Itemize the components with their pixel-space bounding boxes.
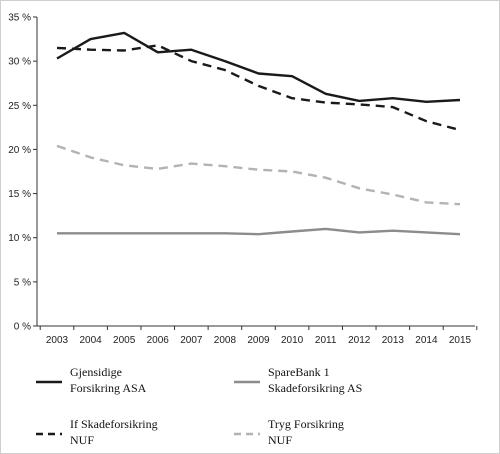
x-tick-label: 2012	[348, 335, 371, 346]
y-tick-label: 35 %	[8, 13, 31, 24]
series-line-2	[56, 44, 461, 132]
x-tick-label: 2003	[46, 335, 69, 346]
series-layer	[56, 31, 461, 236]
x-tick-label: 2004	[79, 335, 102, 346]
x-tick-label: 2008	[214, 335, 237, 346]
legend-label: Skadeforsikring AS	[268, 381, 362, 395]
x-tick-label: 2006	[147, 335, 170, 346]
y-tick-label: 0 %	[14, 322, 31, 333]
x-tick-label: 2009	[247, 335, 270, 346]
x-tick-label: 2014	[415, 335, 438, 346]
legend-label: NUF	[70, 433, 94, 447]
y-tick-label: 25 %	[8, 101, 31, 112]
legend-label: Tryg Forsikring	[268, 417, 344, 431]
legend-label: NUF	[268, 433, 292, 447]
legend-item-3: SpareBank 1 Skadeforsikring AS	[234, 365, 362, 395]
y-tick-label: 20 %	[8, 145, 31, 156]
x-tick-label: 2013	[382, 335, 405, 346]
y-tick-label: 10 %	[8, 233, 31, 244]
legend-item-4: Tryg Forsikring NUF	[234, 417, 344, 447]
legend-label: Forsikring ASA	[70, 381, 147, 395]
x-tick-label: 2015	[449, 335, 472, 346]
y-axis-ticks: 0 % 5 % 10 % 15 % 20 % 25 % 30 % 35 %	[8, 13, 37, 333]
x-tick-label: 2011	[315, 335, 337, 346]
legend-label: If Skadeforsikring	[70, 417, 158, 431]
x-axis-ticks: 2003 2004 2005 2006 2007 2008 2009 2010 2011 2012…	[39, 326, 478, 346]
legend: Gjensidige Forsikring ASA If Skadeforsikri…	[36, 365, 362, 447]
y-tick-label: 30 %	[8, 57, 31, 68]
legend-label: SpareBank 1	[268, 365, 330, 379]
legend-item-2: If Skadeforsikring NUF	[36, 417, 158, 447]
x-tick-label: 2010	[281, 335, 304, 346]
series-line-3	[57, 227, 461, 236]
x-tick-label: 2005	[113, 335, 136, 346]
y-tick-label: 15 %	[8, 189, 31, 200]
legend-label: Gjensidige	[70, 365, 122, 379]
legend-item-1: Gjensidige Forsikring ASA	[36, 365, 147, 395]
x-tick-label: 2007	[180, 335, 203, 346]
series-line-1	[56, 31, 461, 103]
y-tick-label: 5 %	[14, 277, 31, 288]
